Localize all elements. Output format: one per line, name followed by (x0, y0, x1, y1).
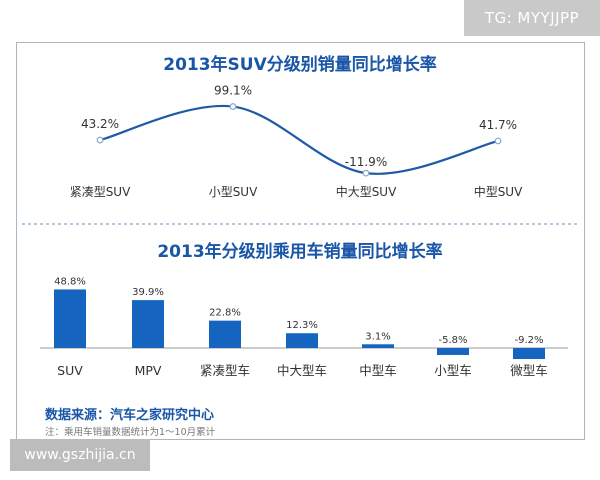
bar (362, 344, 394, 348)
bar (437, 348, 469, 355)
line-value-label: -11.9% (345, 155, 387, 169)
bar (209, 320, 241, 348)
bar (286, 333, 318, 348)
bar (513, 348, 545, 360)
bar-category-label: 紧凑型车 (200, 363, 250, 378)
bar (132, 300, 164, 348)
bar-category-label: 中型车 (359, 363, 397, 378)
line-point (229, 103, 237, 110)
watermark-top: TG: MYYJJPP (464, 0, 600, 36)
bar-category-label: 小型车 (434, 363, 472, 378)
bar-category-label: MPV (135, 363, 162, 378)
bar-value-label: 3.1% (365, 331, 390, 342)
line-point (96, 136, 104, 144)
bar-value-label: 39.9% (132, 287, 164, 298)
bar-value-label: 12.3% (286, 320, 318, 331)
bar-value-label: -9.2% (514, 335, 543, 346)
line-category-label: 紧凑型SUV (70, 185, 131, 199)
line-point (362, 169, 370, 177)
line-category-label: 中大型SUV (336, 184, 397, 199)
data-note: 注：乘用车销量数据统计为1～10月累计 (45, 427, 216, 438)
bar-chart-title: 2013年分级别乘用车销量同比增长率 (157, 242, 443, 262)
line-value-label: 99.1% (214, 84, 252, 98)
bar-value-label: -5.8% (438, 335, 467, 346)
line-category-label: 中型SUV (474, 184, 523, 199)
bar-value-label: 22.8% (209, 308, 241, 319)
bar-category-label: 微型车 (510, 363, 548, 378)
watermark-bottom: www.gszhijia.cn (10, 439, 150, 471)
line-chart-title: 2013年SUV分级别销量同比增长率 (163, 55, 437, 75)
bar-category-label: SUV (57, 363, 83, 378)
data-source: 数据来源：汽车之家研究中心 (45, 408, 215, 423)
bar-value-label: 48.8% (54, 276, 86, 287)
chart-frame (16, 42, 585, 440)
line-category-label: 小型SUV (209, 185, 258, 199)
line-value-label: 41.7% (479, 118, 517, 132)
line-series-path (99, 104, 499, 175)
line-value-label: 43.2% (81, 117, 119, 131)
bar (54, 289, 86, 348)
line-point (494, 137, 502, 145)
bar-category-label: 中大型车 (277, 363, 327, 378)
